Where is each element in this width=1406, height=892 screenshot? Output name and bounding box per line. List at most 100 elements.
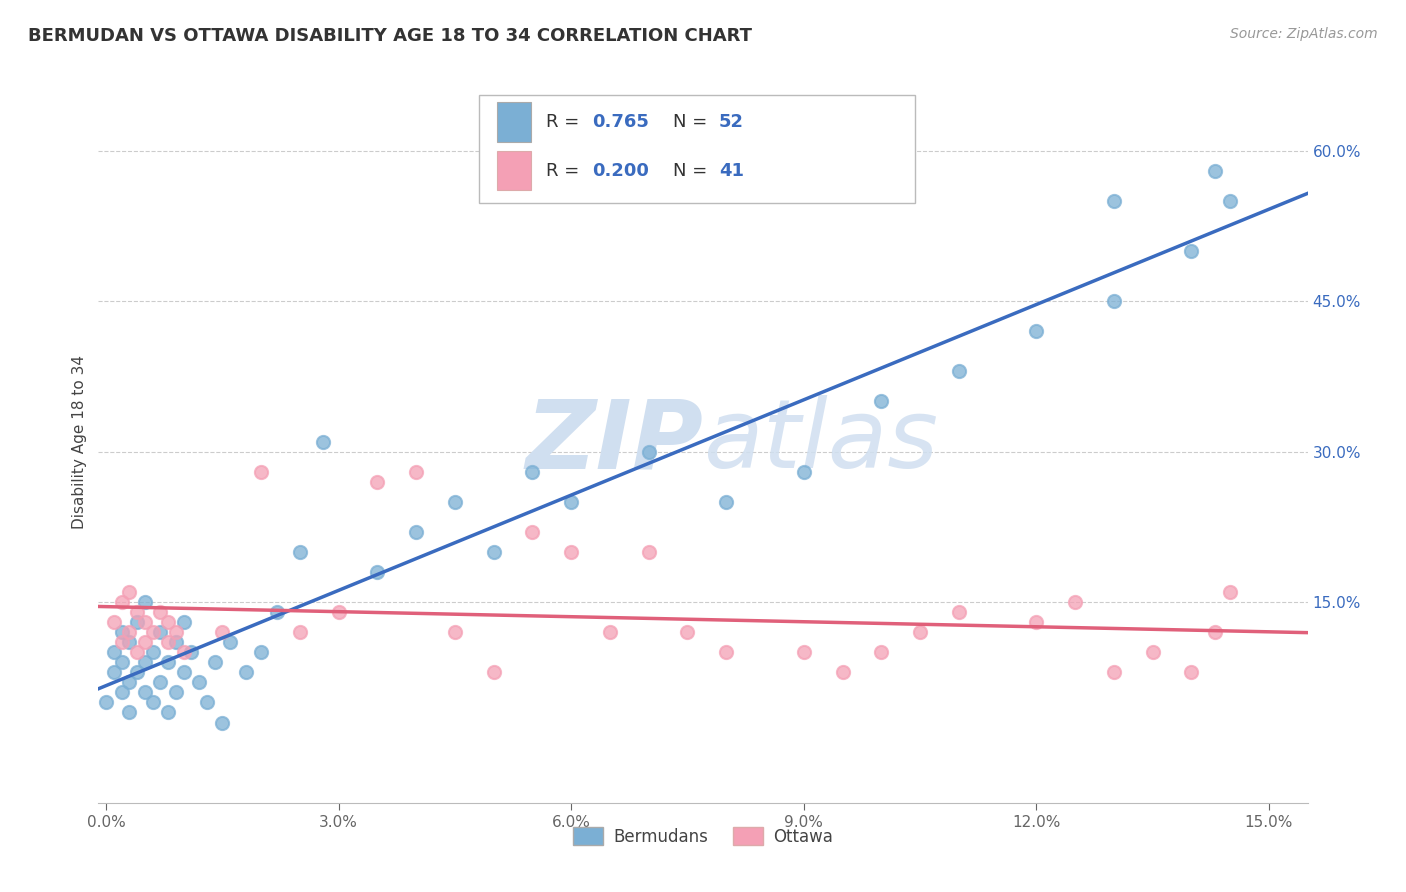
- Point: [1180, 665, 1202, 680]
- Point: [127, 665, 149, 680]
- Point: [1219, 194, 1241, 208]
- Point: [266, 605, 288, 619]
- Text: Source: ZipAtlas.com: Source: ZipAtlas.com: [1230, 27, 1378, 41]
- Point: [250, 645, 273, 659]
- Point: [1102, 194, 1125, 208]
- Point: [522, 524, 544, 539]
- Point: [118, 635, 141, 649]
- Point: [870, 645, 893, 659]
- Point: [118, 625, 141, 640]
- Point: [173, 645, 195, 659]
- Point: [204, 655, 226, 669]
- Point: [405, 465, 427, 479]
- Point: [366, 565, 388, 579]
- Point: [111, 685, 134, 699]
- Point: [134, 685, 156, 699]
- Point: [134, 615, 156, 630]
- Point: [716, 645, 738, 659]
- Point: [1025, 324, 1047, 338]
- Point: [560, 494, 582, 508]
- Point: [165, 685, 187, 699]
- Text: 0.765: 0.765: [592, 113, 648, 131]
- Point: [157, 655, 180, 669]
- Point: [211, 625, 233, 640]
- Point: [1219, 585, 1241, 599]
- Point: [118, 675, 141, 690]
- Point: [599, 625, 621, 640]
- Point: [165, 635, 187, 649]
- Point: [173, 665, 195, 680]
- Text: ZIP: ZIP: [524, 395, 703, 488]
- Point: [560, 545, 582, 559]
- Point: [328, 605, 350, 619]
- Point: [637, 444, 659, 458]
- Point: [111, 655, 134, 669]
- Point: [142, 625, 165, 640]
- Point: [195, 696, 218, 710]
- Point: [235, 665, 257, 680]
- Point: [1204, 163, 1226, 178]
- Point: [793, 645, 815, 659]
- Point: [134, 635, 156, 649]
- Point: [157, 635, 180, 649]
- Point: [366, 475, 388, 489]
- Point: [1180, 244, 1202, 258]
- Point: [127, 645, 149, 659]
- Bar: [498, 103, 531, 142]
- Text: N =: N =: [672, 113, 713, 131]
- Point: [444, 494, 467, 508]
- Point: [165, 625, 187, 640]
- Text: N =: N =: [672, 161, 713, 179]
- Point: [118, 585, 141, 599]
- Point: [127, 605, 149, 619]
- Point: [948, 364, 970, 378]
- Y-axis label: Disability Age 18 to 34: Disability Age 18 to 34: [72, 354, 87, 529]
- Point: [127, 615, 149, 630]
- Point: [173, 615, 195, 630]
- Point: [482, 545, 505, 559]
- Point: [444, 625, 467, 640]
- Point: [118, 706, 141, 720]
- Legend: Bermudans, Ottawa: Bermudans, Ottawa: [567, 821, 839, 852]
- Text: 41: 41: [718, 161, 744, 179]
- Point: [288, 625, 311, 640]
- Point: [142, 696, 165, 710]
- Point: [288, 545, 311, 559]
- Point: [831, 665, 853, 680]
- Point: [676, 625, 699, 640]
- Point: [1142, 645, 1164, 659]
- Point: [134, 595, 156, 609]
- Point: [250, 465, 273, 479]
- Point: [870, 394, 893, 409]
- Point: [111, 635, 134, 649]
- Point: [111, 625, 134, 640]
- Point: [111, 595, 134, 609]
- Point: [157, 615, 180, 630]
- Point: [219, 635, 242, 649]
- Point: [1204, 625, 1226, 640]
- Text: 0.200: 0.200: [592, 161, 648, 179]
- Point: [405, 524, 427, 539]
- Text: R =: R =: [546, 113, 585, 131]
- Point: [522, 465, 544, 479]
- Point: [180, 645, 202, 659]
- Point: [1102, 294, 1125, 309]
- Text: atlas: atlas: [703, 395, 938, 488]
- Point: [188, 675, 211, 690]
- Point: [1102, 665, 1125, 680]
- Point: [96, 696, 118, 710]
- Point: [1025, 615, 1047, 630]
- Point: [312, 434, 335, 449]
- Point: [149, 605, 172, 619]
- Point: [482, 665, 505, 680]
- Point: [211, 715, 233, 730]
- Point: [103, 665, 125, 680]
- FancyBboxPatch shape: [479, 95, 915, 203]
- Point: [142, 645, 165, 659]
- Point: [793, 465, 815, 479]
- Point: [157, 706, 180, 720]
- Point: [149, 675, 172, 690]
- Point: [716, 494, 738, 508]
- Text: R =: R =: [546, 161, 585, 179]
- Point: [908, 625, 931, 640]
